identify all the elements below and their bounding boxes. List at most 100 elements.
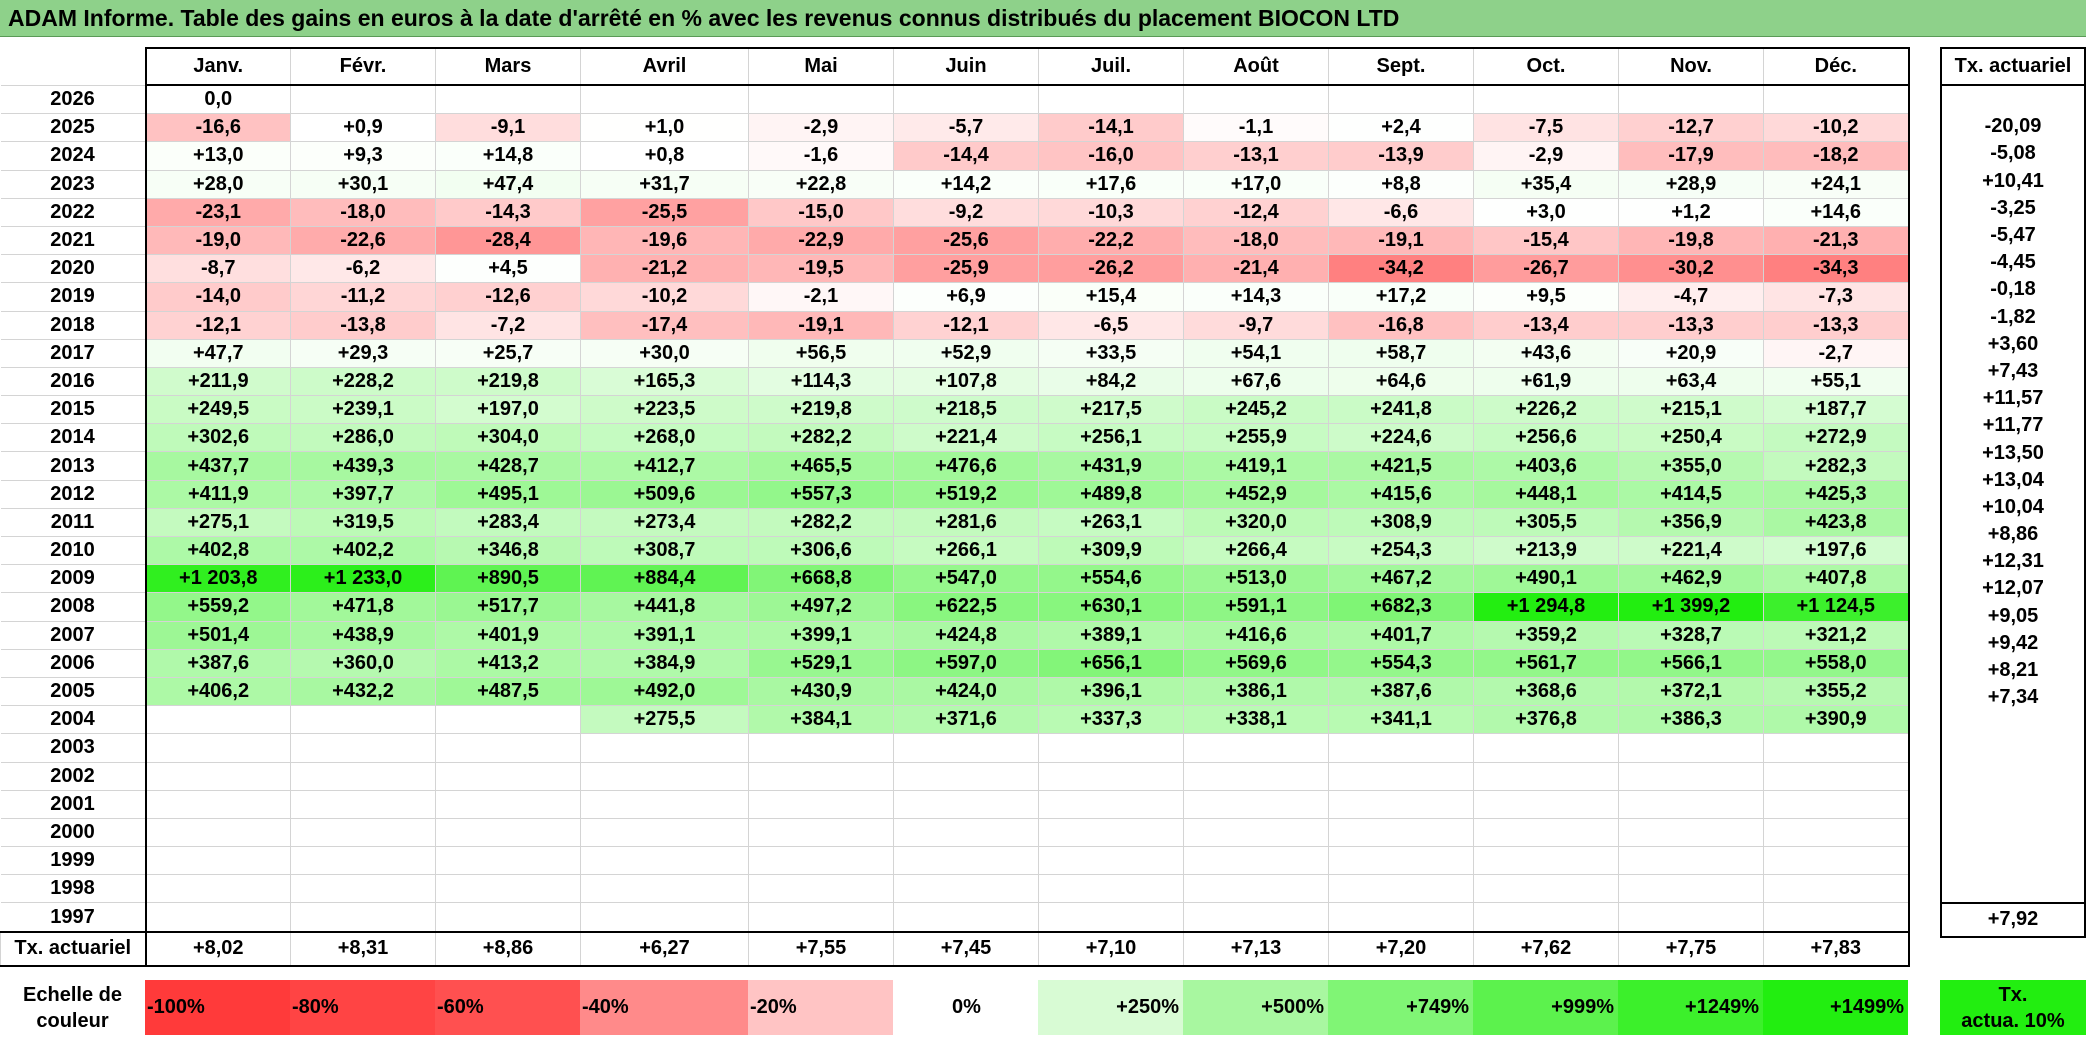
year-label: 2017	[0, 338, 147, 368]
gain-cell	[1473, 733, 1619, 763]
gain-cell: +425,3	[1763, 479, 1910, 509]
gain-cell: +61,9	[1473, 366, 1619, 397]
gain-cell: +35,4	[1473, 169, 1619, 199]
gain-cell: +432,2	[290, 676, 436, 707]
year-label: 2022	[0, 197, 147, 227]
gain-cell: +3,0	[1473, 197, 1619, 227]
year-actuarial-rate: +11,77	[1940, 412, 2086, 440]
gain-cell: +58,7	[1328, 338, 1474, 368]
gain-cell	[1618, 733, 1764, 763]
gain-cell: +406,2	[145, 676, 291, 707]
gain-cell: +306,6	[748, 535, 894, 566]
month-header: Août	[1183, 47, 1329, 86]
gain-cell: -2,1	[748, 282, 894, 312]
gain-cell	[290, 817, 436, 848]
gain-cell: -14,0	[145, 282, 291, 312]
year-label: 2023	[0, 169, 147, 199]
year-actuarial-rate	[1940, 847, 2086, 875]
gain-cell	[290, 84, 436, 115]
gain-cell: +346,8	[435, 535, 581, 566]
gain-cell: +25,7	[435, 338, 581, 368]
gain-cell: +338,1	[1183, 705, 1329, 735]
year-actuarial-rate: +13,50	[1940, 439, 2086, 467]
gain-cell	[1183, 846, 1329, 876]
gain-cell: -6,2	[290, 254, 436, 284]
color-scale-swatch: -40%	[580, 980, 748, 1035]
gain-cell: -10,2	[1763, 113, 1910, 143]
gain-cell: +465,5	[748, 451, 894, 481]
year-actuarial-rate: -20,09	[1940, 113, 2086, 141]
gain-cell: +55,1	[1763, 366, 1910, 397]
gain-cell: +557,3	[748, 479, 894, 509]
year-actuarial-rate: +8,21	[1940, 656, 2086, 685]
gain-cell: -9,2	[893, 197, 1039, 227]
gain-cell: +239,1	[290, 395, 436, 425]
gain-cell	[1473, 84, 1619, 115]
gain-cell: -9,7	[1183, 310, 1329, 340]
gain-cell: +33,5	[1038, 338, 1184, 368]
gain-cell	[580, 761, 749, 791]
gain-cell: -19,1	[748, 310, 894, 340]
gain-cell: -12,1	[893, 310, 1039, 340]
year-label: 2013	[0, 451, 147, 481]
year-actuarial-rate	[1940, 874, 2086, 903]
year-actuarial-rate: +13,04	[1940, 466, 2086, 494]
gain-cell: +622,5	[893, 592, 1039, 622]
gain-cell: +341,1	[1328, 705, 1474, 735]
table-row: 1999	[0, 846, 1910, 876]
gain-cell: +513,0	[1183, 564, 1329, 594]
actuarial-rate-column: Tx. actuariel -20,09 -5,08 +10,41 -3,25 -5,4…	[1940, 47, 2086, 938]
gain-cell: +266,1	[893, 535, 1039, 566]
table-row: 2007 +501,4 +438,9 +401,9 +391,1 +399,1 +424,8…	[0, 620, 1910, 650]
year-actuarial-rate: +9,05	[1940, 602, 2086, 630]
gain-cell: +67,6	[1183, 366, 1329, 397]
gain-cell: +441,8	[580, 592, 749, 622]
table-row: 2001	[0, 789, 1910, 819]
color-scale-swatch: +500%	[1183, 980, 1328, 1035]
gain-cell	[1183, 761, 1329, 791]
gain-cell: -19,6	[580, 225, 749, 256]
gain-cell: +31,7	[580, 169, 749, 199]
gain-cell	[1038, 789, 1184, 819]
gain-cell: -12,6	[435, 282, 581, 312]
year-actuarial-rate	[1940, 738, 2086, 766]
gain-cell: +656,1	[1038, 648, 1184, 678]
month-actuarial-rate: +7,75	[1618, 930, 1764, 967]
gain-cell: +387,6	[1328, 676, 1474, 707]
gain-cell: +386,3	[1618, 705, 1764, 735]
gain-cell	[1763, 789, 1910, 819]
gain-cell	[290, 874, 436, 904]
table-row: 2004 +275,5 +384,1 +371,6 +337,3 +338,1 +341,1…	[0, 705, 1910, 735]
gain-cell: +17,0	[1183, 169, 1329, 199]
gain-cell: +890,5	[435, 564, 581, 594]
color-scale-swatch: +1249%	[1618, 980, 1763, 1035]
gain-cell: +497,2	[748, 592, 894, 622]
table-row: 2011 +275,1 +319,5 +283,4 +273,4 +282,2 +281,6…	[0, 507, 1910, 538]
gain-cell: -12,1	[145, 310, 291, 340]
gain-cell: -28,4	[435, 225, 581, 256]
gain-cell	[145, 789, 291, 819]
gain-cell: +337,3	[1038, 705, 1184, 735]
gain-cell	[1618, 902, 1764, 933]
year-actuarial-rate: +10,41	[1940, 167, 2086, 195]
gain-cell: +591,1	[1183, 592, 1329, 622]
gain-cell: +431,9	[1038, 451, 1184, 481]
year-label: 2024	[0, 141, 147, 171]
gain-cell: +424,0	[893, 676, 1039, 707]
gain-cell: +14,3	[1183, 282, 1329, 312]
gain-cell: +371,6	[893, 705, 1039, 735]
month-header: Déc.	[1763, 47, 1910, 86]
gain-cell: +256,6	[1473, 423, 1619, 453]
gain-cell: +84,2	[1038, 366, 1184, 397]
gain-cell: +452,9	[1183, 479, 1329, 509]
gain-cell: +384,9	[580, 648, 749, 678]
gain-cell: +402,2	[290, 535, 436, 566]
gain-cell: -14,3	[435, 197, 581, 227]
year-actuarial-rate	[1940, 765, 2086, 793]
total-actuarial-rate: +7,92	[1940, 901, 2086, 938]
year-actuarial-rate: -0,18	[1940, 276, 2086, 304]
gain-cell: +228,2	[290, 366, 436, 397]
gain-cell: +884,4	[580, 564, 749, 594]
gain-cell: +250,4	[1618, 423, 1764, 453]
gain-cell: +22,8	[748, 169, 894, 199]
